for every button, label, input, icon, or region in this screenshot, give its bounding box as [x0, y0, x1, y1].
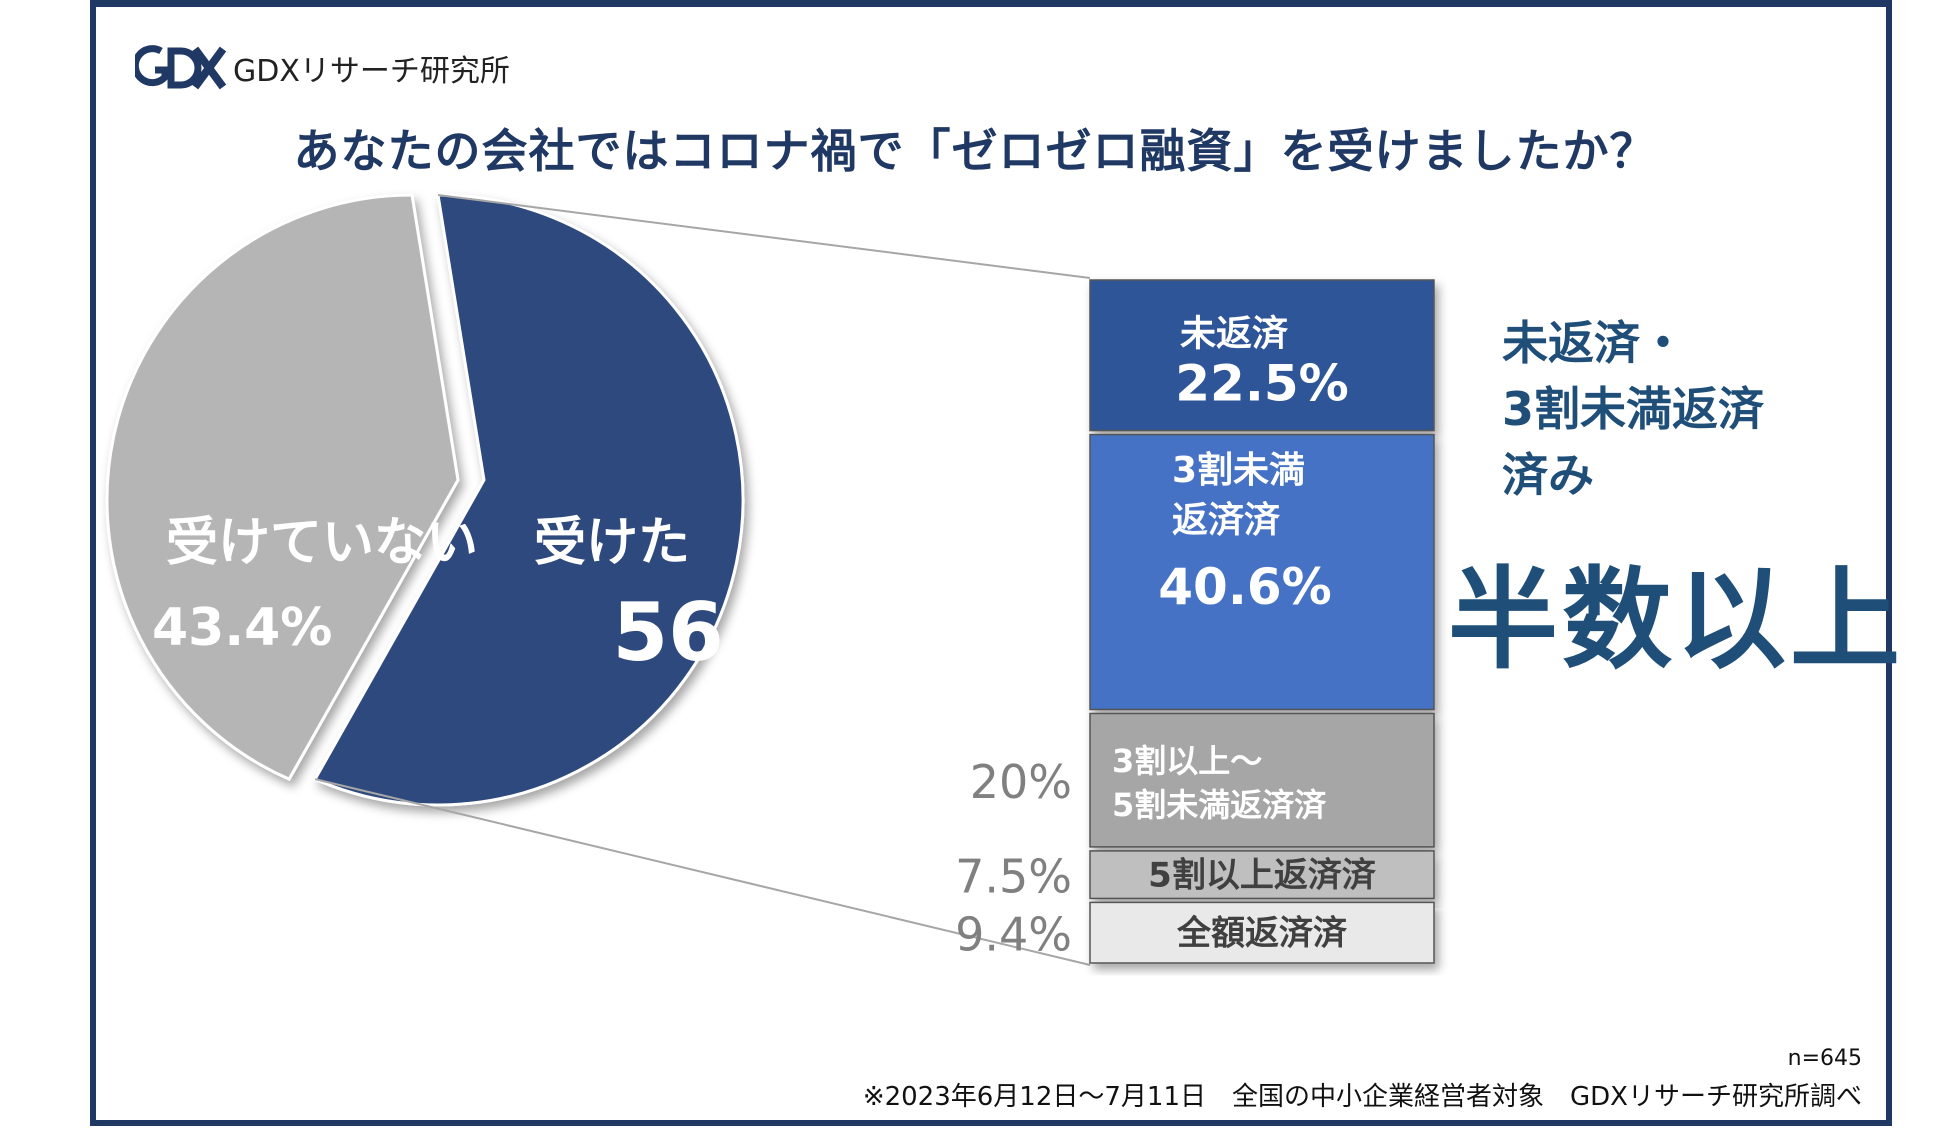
- bar-segment-label: 5割以上返済済: [1148, 856, 1377, 896]
- bar-segment: [1089, 901, 1435, 964]
- connector-line: [437, 194, 1091, 279]
- bar-segment-label: 未返済: [1180, 313, 1288, 354]
- bar-value-label: 20%: [970, 755, 1072, 809]
- callout-note: 未返済・ 3割未満返済 済み: [1502, 310, 1764, 508]
- brand-logo: GDXリサーチ研究所: [135, 40, 510, 96]
- bar-value-label: 22.5%: [1175, 354, 1348, 412]
- bar-segment: [1089, 433, 1435, 711]
- source-note: ※2023年6月12日～7月11日 全国の中小企業経営者対象 GDXリサーチ研究…: [862, 1082, 1862, 1112]
- gdx-logo-icon: [135, 45, 227, 90]
- bar-segment-label: 全額返済済: [1176, 914, 1348, 954]
- pie-value-label: 56.6%: [612, 586, 890, 679]
- pie-label: 受けた: [534, 513, 690, 573]
- bar-value-label: 40.6%: [1158, 558, 1331, 616]
- callout-line: 3割未満返済: [1502, 382, 1765, 436]
- connector-lines: [314, 194, 1091, 966]
- pie-slice-received: [312, 193, 745, 807]
- callout-line: 済み: [1502, 448, 1594, 502]
- pie-slice-not-received: [105, 193, 460, 782]
- connector-line: [314, 778, 1091, 966]
- bar-segment-label: 5割未満返済済: [1112, 786, 1327, 824]
- callout-line: 未返済・: [1502, 316, 1686, 370]
- bar-value-label: 7.5%: [955, 850, 1072, 904]
- brand-name: GDXリサーチ研究所: [233, 54, 510, 89]
- bar-segment: [1089, 279, 1435, 432]
- pie-value-label: 43.4%: [152, 598, 332, 658]
- bar-segment: [1089, 712, 1435, 848]
- sample-size: n=645: [1787, 1046, 1862, 1071]
- bar-segment: [1089, 850, 1435, 900]
- pie-chart: 受けた 56.6% 受けていない 43.4%: [105, 193, 890, 807]
- bar-segment-label: 3割未満: [1172, 450, 1305, 491]
- callout-emphasis: 半数以上: [1448, 556, 1904, 684]
- bar-segment-label: 返済済: [1172, 500, 1280, 541]
- page-title: あなたの会社ではコロナ禍で「ゼロゼロ融資」を受けましたか？: [293, 124, 1657, 178]
- bar-value-label: 9.4%: [955, 908, 1072, 962]
- bar-segment-label: 3割以上～: [1112, 742, 1262, 780]
- slide-frame: [90, 0, 1892, 1126]
- pie-label: 受けていない: [166, 513, 478, 573]
